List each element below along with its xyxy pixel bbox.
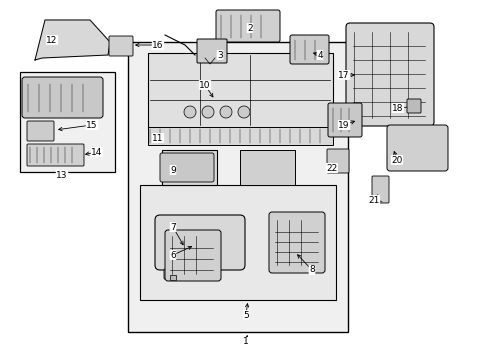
Text: 3: 3	[217, 50, 223, 59]
FancyBboxPatch shape	[327, 103, 361, 137]
FancyBboxPatch shape	[27, 121, 54, 141]
Text: 7: 7	[170, 222, 176, 231]
FancyBboxPatch shape	[109, 36, 133, 56]
Circle shape	[202, 106, 214, 118]
Text: 13: 13	[56, 171, 68, 180]
Text: 21: 21	[367, 195, 379, 204]
Text: 1: 1	[243, 338, 248, 346]
Text: 6: 6	[170, 251, 176, 260]
Bar	[140, 185, 335, 300]
FancyBboxPatch shape	[197, 39, 226, 63]
Bar	[170, 275, 176, 280]
FancyBboxPatch shape	[289, 35, 328, 64]
Text: 4: 4	[317, 50, 322, 59]
Polygon shape	[35, 20, 110, 60]
Bar	[162, 150, 217, 185]
Text: 12: 12	[46, 36, 58, 45]
Text: 17: 17	[338, 71, 349, 80]
Text: 15: 15	[86, 121, 98, 130]
FancyBboxPatch shape	[216, 10, 280, 42]
Text: 9: 9	[170, 166, 176, 175]
FancyBboxPatch shape	[346, 23, 433, 126]
FancyBboxPatch shape	[148, 53, 332, 128]
Text: 19: 19	[338, 121, 349, 130]
FancyBboxPatch shape	[371, 176, 388, 203]
FancyBboxPatch shape	[22, 77, 103, 118]
FancyBboxPatch shape	[155, 215, 244, 270]
Text: 18: 18	[391, 104, 403, 112]
FancyBboxPatch shape	[386, 125, 447, 171]
Bar	[148, 127, 332, 145]
Bar	[128, 42, 347, 332]
Bar	[20, 72, 115, 172]
Circle shape	[238, 106, 249, 118]
FancyBboxPatch shape	[164, 230, 221, 281]
Text: 10: 10	[199, 81, 210, 90]
Bar	[240, 150, 294, 185]
FancyBboxPatch shape	[27, 144, 84, 166]
Text: 2: 2	[246, 23, 252, 32]
Text: 14: 14	[91, 148, 102, 157]
Text: 11: 11	[152, 134, 163, 143]
Text: 8: 8	[308, 266, 314, 275]
FancyBboxPatch shape	[160, 153, 214, 182]
Text: 16: 16	[152, 41, 163, 50]
FancyBboxPatch shape	[268, 212, 325, 273]
Text: 5: 5	[243, 310, 248, 320]
FancyBboxPatch shape	[326, 149, 348, 173]
Circle shape	[183, 106, 196, 118]
Circle shape	[220, 106, 231, 118]
Text: 20: 20	[390, 156, 402, 165]
Text: 22: 22	[325, 163, 337, 172]
FancyBboxPatch shape	[406, 99, 420, 113]
FancyBboxPatch shape	[163, 269, 176, 279]
